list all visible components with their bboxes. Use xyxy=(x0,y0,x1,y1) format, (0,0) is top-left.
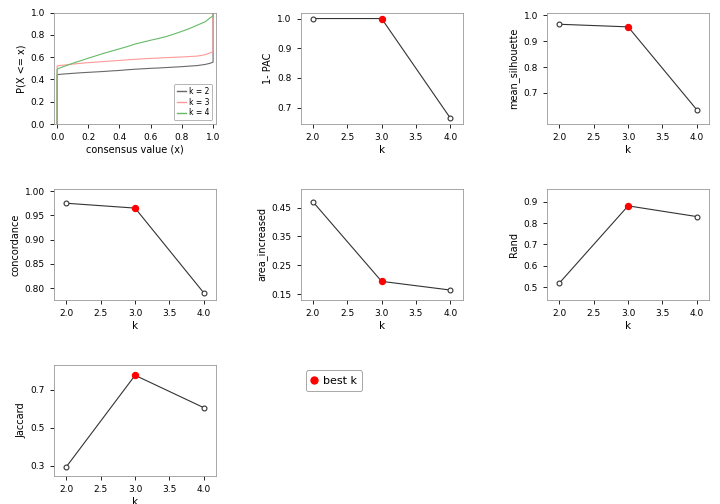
Y-axis label: 1- PAC: 1- PAC xyxy=(263,52,273,84)
Y-axis label: Rand: Rand xyxy=(510,232,519,257)
X-axis label: k: k xyxy=(625,321,631,331)
X-axis label: k: k xyxy=(379,145,384,155)
Legend: k = 2, k = 3, k = 4: k = 2, k = 3, k = 4 xyxy=(174,84,212,120)
Legend: best k: best k xyxy=(306,370,362,392)
Y-axis label: mean_silhouette: mean_silhouette xyxy=(508,28,519,109)
Y-axis label: Jaccard: Jaccard xyxy=(17,403,27,438)
X-axis label: k: k xyxy=(379,321,384,331)
Y-axis label: area_increased: area_increased xyxy=(256,208,267,281)
Y-axis label: P(X <= x): P(X <= x) xyxy=(17,44,27,93)
X-axis label: k: k xyxy=(132,497,138,504)
Y-axis label: concordance: concordance xyxy=(11,213,21,276)
X-axis label: consensus value (x): consensus value (x) xyxy=(86,145,184,155)
X-axis label: k: k xyxy=(625,145,631,155)
X-axis label: k: k xyxy=(132,321,138,331)
